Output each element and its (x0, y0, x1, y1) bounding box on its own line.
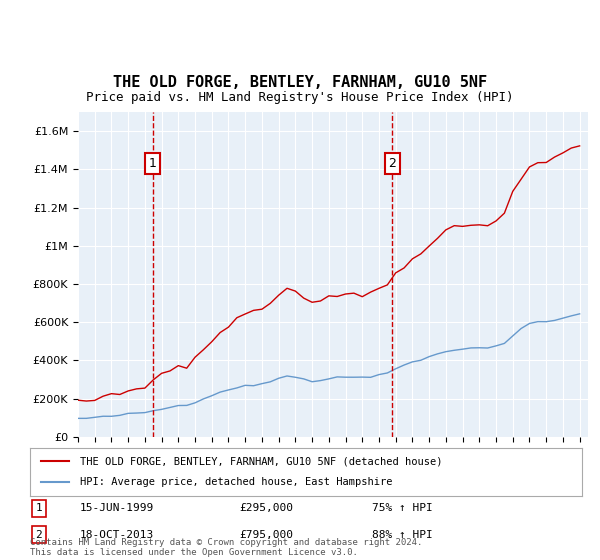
Text: 75% ↑ HPI: 75% ↑ HPI (372, 503, 433, 514)
Text: HPI: Average price, detached house, East Hampshire: HPI: Average price, detached house, East… (80, 477, 392, 487)
Text: 88% ↑ HPI: 88% ↑ HPI (372, 530, 433, 540)
Text: 2: 2 (388, 157, 396, 170)
Text: £795,000: £795,000 (240, 530, 294, 540)
Text: Price paid vs. HM Land Registry's House Price Index (HPI): Price paid vs. HM Land Registry's House … (86, 91, 514, 104)
Text: 15-JUN-1999: 15-JUN-1999 (80, 503, 154, 514)
Text: THE OLD FORGE, BENTLEY, FARNHAM, GU10 5NF: THE OLD FORGE, BENTLEY, FARNHAM, GU10 5N… (113, 74, 487, 90)
Text: 18-OCT-2013: 18-OCT-2013 (80, 530, 154, 540)
Text: £295,000: £295,000 (240, 503, 294, 514)
Text: Contains HM Land Registry data © Crown copyright and database right 2024.
This d: Contains HM Land Registry data © Crown c… (30, 538, 422, 557)
Text: 1: 1 (35, 503, 42, 514)
Text: 1: 1 (149, 157, 157, 170)
Text: THE OLD FORGE, BENTLEY, FARNHAM, GU10 5NF (detached house): THE OLD FORGE, BENTLEY, FARNHAM, GU10 5N… (80, 456, 442, 466)
Text: 2: 2 (35, 530, 42, 540)
